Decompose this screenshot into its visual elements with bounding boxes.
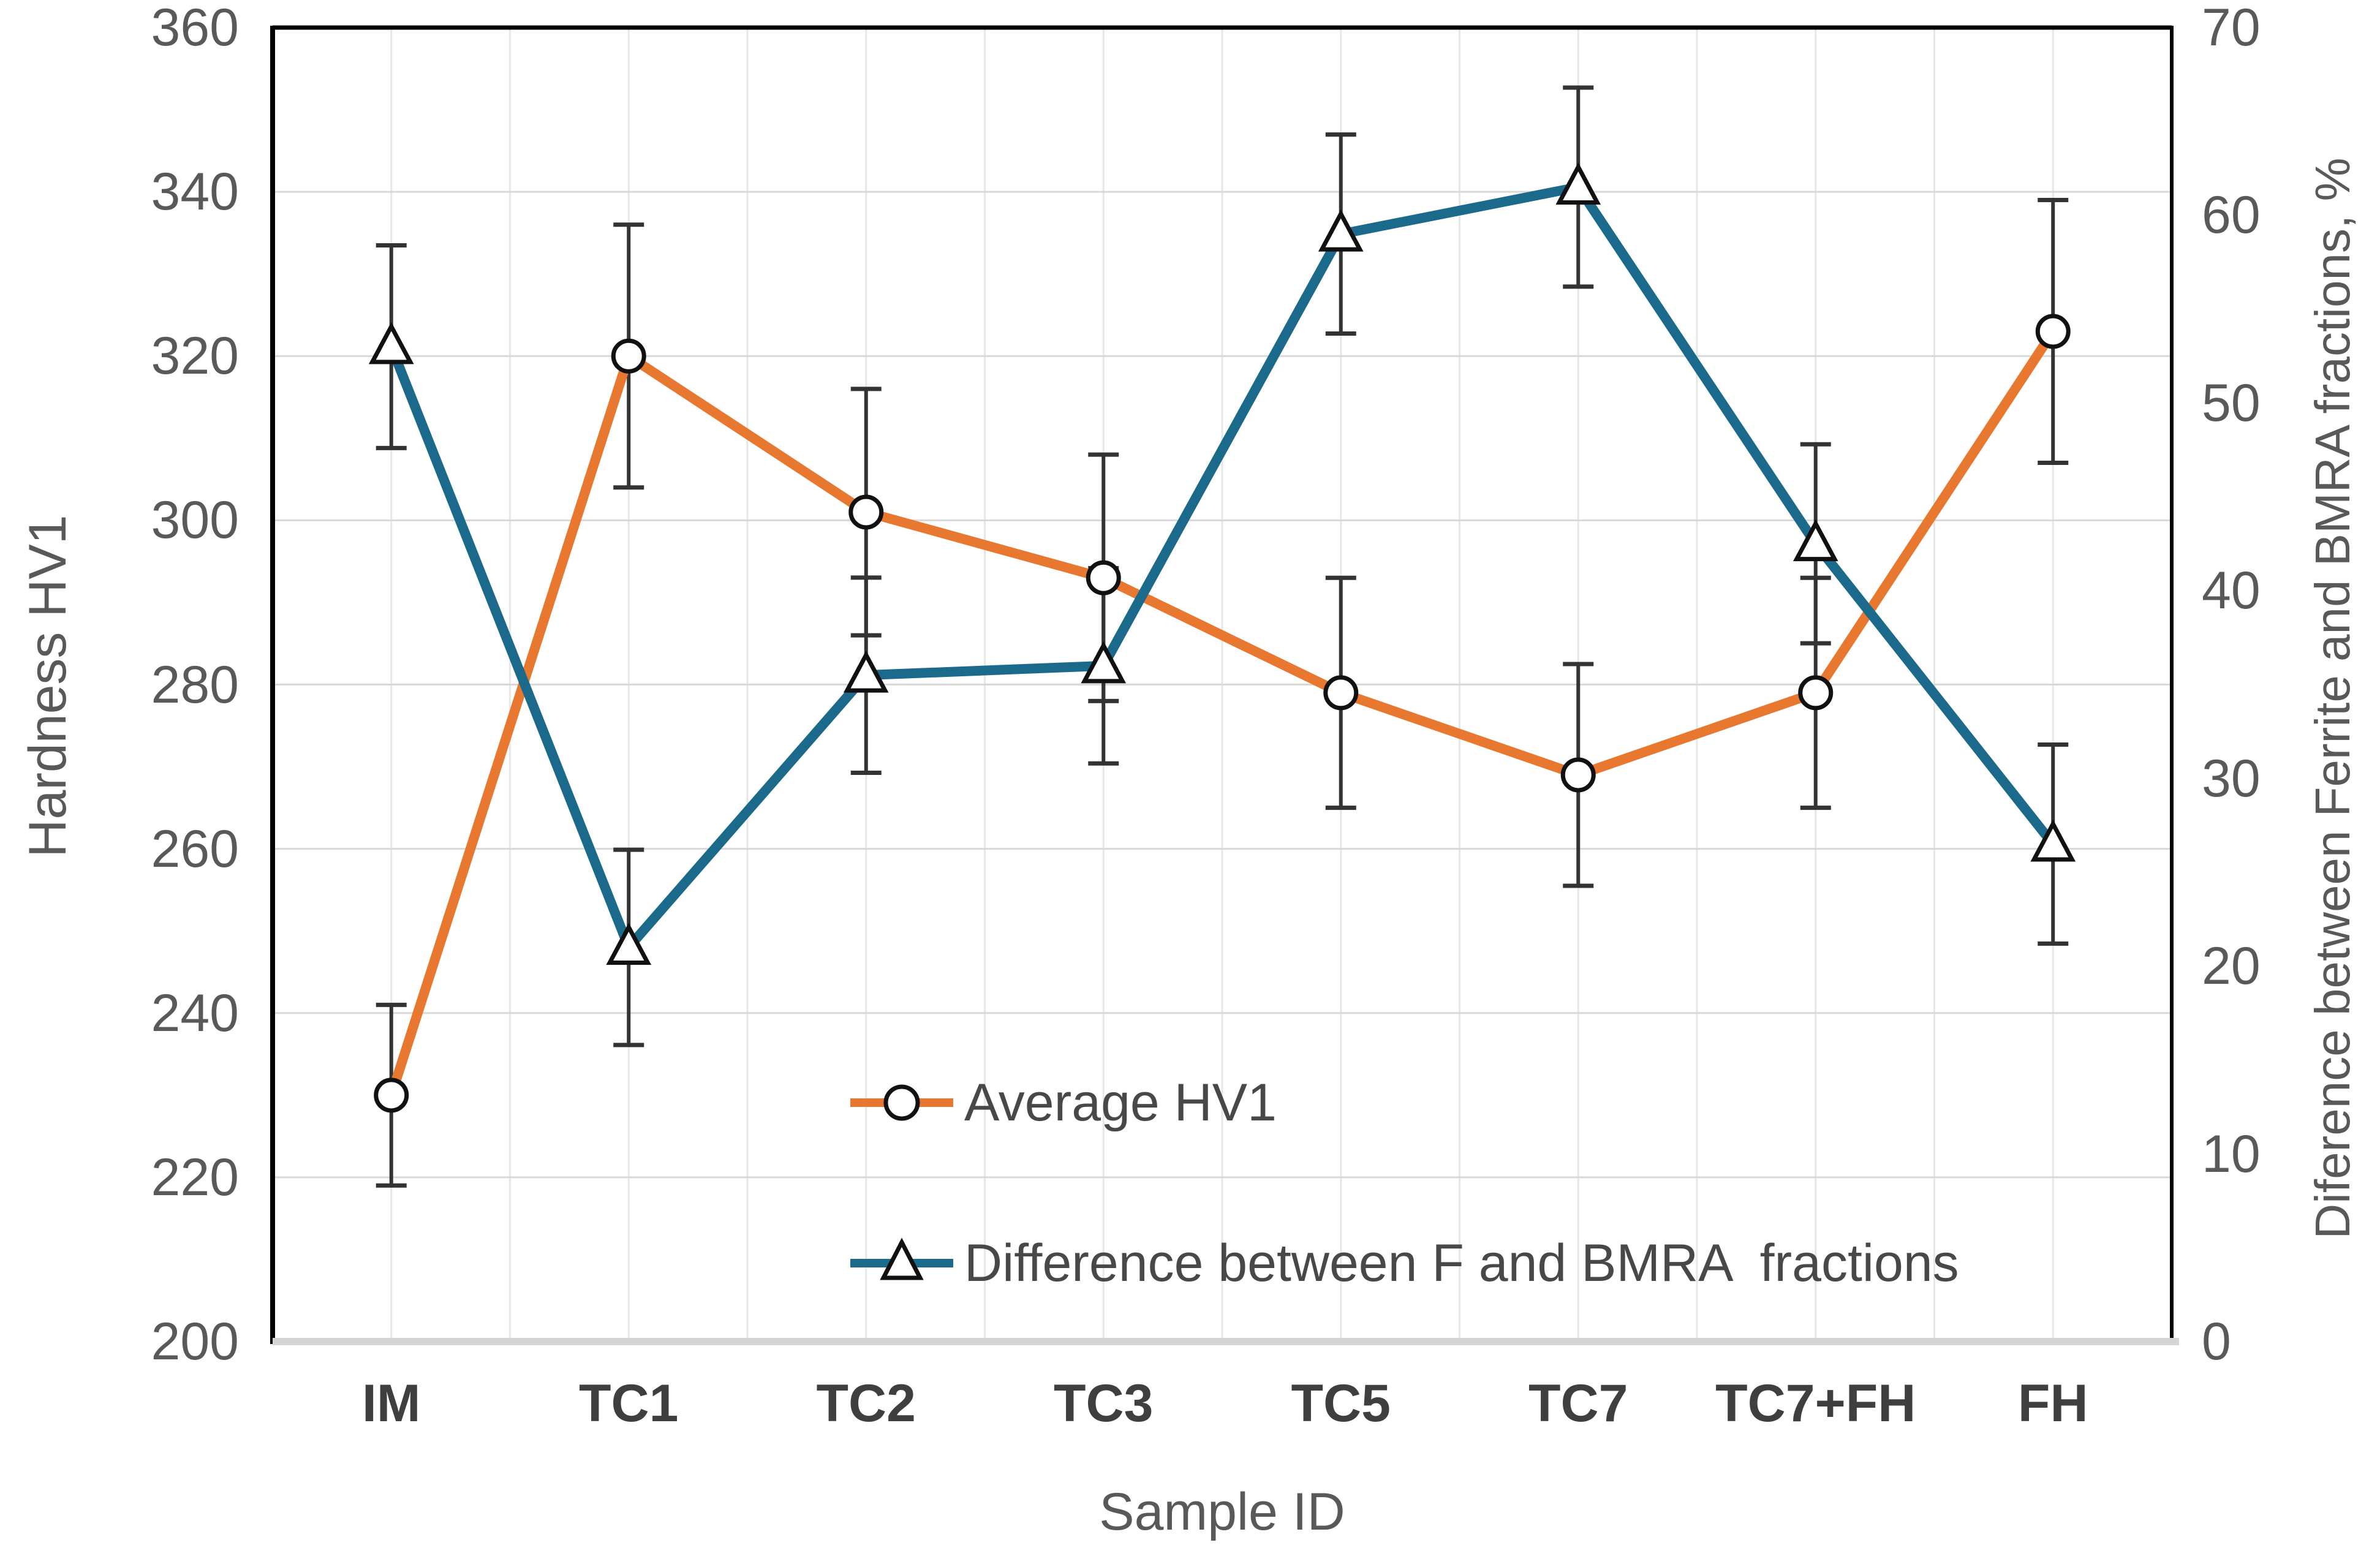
marker-circle	[1798, 675, 1834, 711]
marker-triangle	[1081, 641, 1127, 684]
x-axis-category-label: IM	[361, 1374, 421, 1433]
left-axis-tick: 240	[151, 983, 240, 1043]
left-axis-tick: 220	[151, 1147, 240, 1207]
legend-marker-triangle	[880, 1237, 924, 1280]
marker-circle	[1560, 757, 1596, 793]
marker-circle	[1323, 675, 1359, 711]
marker-circle	[2035, 314, 2071, 349]
marker-triangle	[2030, 819, 2076, 862]
right-axis-tick: 10	[2202, 1124, 2261, 1184]
legend-swatch-circle-line	[850, 1084, 953, 1121]
right-axis-tick: 50	[2202, 373, 2261, 432]
right-axis-tick: 40	[2202, 561, 2261, 621]
markers-difference-fractions	[368, 162, 2076, 965]
marker-triangle	[368, 322, 414, 364]
left-axis-tick: 260	[151, 819, 240, 878]
right-axis-tick: 60	[2202, 186, 2261, 245]
legend-label-average-hv1: Average HV1	[964, 1073, 1277, 1132]
marker-circle	[848, 494, 884, 530]
left-axis-tick: 360	[151, 0, 240, 57]
marker-triangle	[843, 650, 889, 693]
left-axis-tick: 340	[151, 162, 240, 222]
left-axis-tick: 280	[151, 655, 240, 714]
legend-item-difference-fractions: Difference between F and BMRA fractions	[847, 1229, 1959, 1297]
series-line-average-hv1	[386, 327, 2058, 1100]
series-line-difference-fractions	[386, 182, 2058, 953]
right-axis-title: Diference between Ferrite and BMRA fract…	[2305, 157, 2360, 1239]
right-axis-tick: 70	[2202, 0, 2261, 57]
marker-circle	[374, 1078, 409, 1113]
x-axis-category-label: TC7	[1528, 1374, 1628, 1433]
marker-circle	[1086, 560, 1121, 595]
x-axis-title: Sample ID	[1099, 1482, 1345, 1541]
left-axis-tick: 320	[151, 327, 240, 386]
x-axis-category-label: TC5	[1291, 1374, 1391, 1433]
x-axis-category-label: TC2	[816, 1374, 916, 1433]
marker-triangle	[606, 923, 652, 965]
left-axis-tick: 200	[151, 1312, 240, 1371]
left-axis-title: Hardness HV1	[18, 515, 77, 858]
legend-marker-circle	[883, 1084, 920, 1121]
left-axis-tick: 300	[151, 491, 240, 550]
marker-triangle	[1555, 162, 1601, 205]
x-axis-category-label: TC1	[579, 1374, 679, 1433]
legend-label-difference-fractions: Difference between F and BMRA fractions	[964, 1234, 1959, 1293]
x-axis-category-label: TC7+FH	[1715, 1374, 1916, 1433]
marker-triangle	[1318, 209, 1364, 252]
legend-item-average-hv1: Average HV1	[847, 1069, 1277, 1136]
right-axis-tick: 30	[2202, 749, 2261, 808]
right-axis-tick: 20	[2202, 937, 2261, 996]
legend-swatch-triangle-line	[850, 1237, 953, 1280]
right-axis-tick: 0	[2202, 1312, 2231, 1371]
x-axis-category-label: TC3	[1054, 1374, 1154, 1433]
markers-average-hv1	[374, 314, 2071, 1113]
marker-circle	[611, 338, 646, 374]
x-axis-category-label: FH	[2017, 1374, 2088, 1433]
marker-triangle	[1793, 519, 1838, 562]
